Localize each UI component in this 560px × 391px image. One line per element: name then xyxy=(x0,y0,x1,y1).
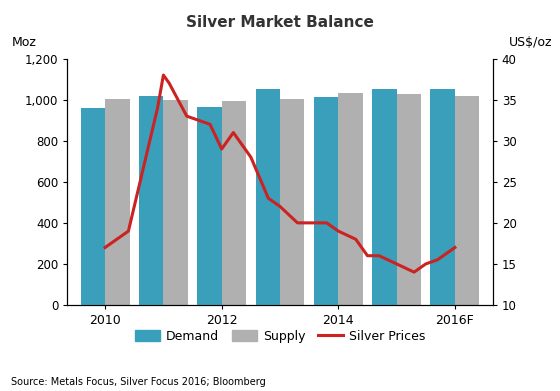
Silver Prices xyxy=(160,73,167,77)
Silver Prices xyxy=(352,237,359,242)
Silver Prices xyxy=(434,257,441,262)
Bar xyxy=(255,90,280,305)
Silver Prices xyxy=(311,221,318,225)
Silver Prices xyxy=(102,245,109,250)
Silver Prices xyxy=(218,147,225,151)
Silver Prices xyxy=(277,204,283,209)
Bar xyxy=(222,101,246,305)
Silver Prices xyxy=(393,262,400,266)
Bar xyxy=(197,107,222,305)
Bar xyxy=(280,99,305,305)
Bar xyxy=(372,90,396,305)
Text: US$/oz: US$/oz xyxy=(509,36,552,49)
Text: Moz: Moz xyxy=(12,36,37,49)
Silver Prices xyxy=(422,262,429,266)
Line: Silver Prices: Silver Prices xyxy=(105,75,455,272)
Bar xyxy=(139,95,164,305)
Bar xyxy=(455,95,479,305)
Silver Prices xyxy=(451,245,458,250)
Bar xyxy=(396,93,421,305)
Silver Prices xyxy=(154,106,161,110)
Bar xyxy=(105,99,129,305)
Silver Prices xyxy=(376,253,382,258)
Silver Prices xyxy=(183,114,190,118)
Silver Prices xyxy=(230,130,237,135)
Silver Prices xyxy=(166,81,172,86)
Silver Prices xyxy=(410,270,417,274)
Silver Prices xyxy=(248,155,254,160)
Silver Prices xyxy=(125,229,132,233)
Legend: Demand, Supply, Silver Prices: Demand, Supply, Silver Prices xyxy=(129,325,431,348)
Silver Prices xyxy=(323,221,330,225)
Bar xyxy=(431,90,455,305)
Silver Prices xyxy=(364,253,371,258)
Silver Prices xyxy=(294,221,301,225)
Text: Silver Market Balance: Silver Market Balance xyxy=(186,15,374,30)
Silver Prices xyxy=(335,229,342,233)
Bar xyxy=(164,100,188,305)
Bar xyxy=(81,108,105,305)
Text: Source: Metals Focus, Silver Focus 2016; Bloomberg: Source: Metals Focus, Silver Focus 2016;… xyxy=(11,377,266,387)
Bar xyxy=(314,97,338,305)
Bar xyxy=(338,93,363,305)
Silver Prices xyxy=(265,196,272,201)
Silver Prices xyxy=(207,122,213,127)
